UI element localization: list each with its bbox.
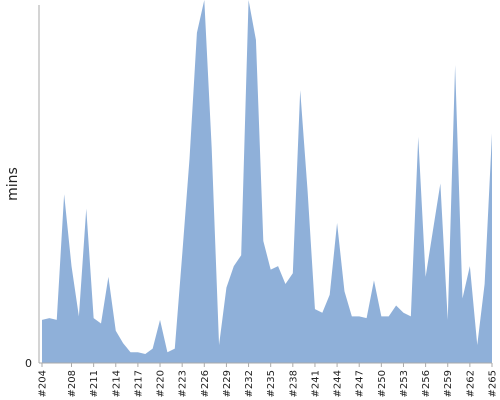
area-series: [42, 0, 492, 363]
x-tick-label: #226: [200, 370, 211, 397]
x-tick-label: #214: [111, 370, 122, 397]
x-tick-label: #265: [488, 370, 499, 397]
y-axis-title: mins: [5, 167, 21, 201]
x-tick-label: #256: [421, 370, 432, 397]
x-tick-label: #223: [178, 370, 189, 397]
x-tick-label: #204: [38, 370, 49, 397]
x-tick-label: #241: [310, 370, 321, 397]
x-tick-label: #229: [222, 370, 233, 397]
x-tick-label: #217: [133, 370, 144, 397]
x-tick-label: #211: [89, 370, 100, 397]
x-tick-label: #253: [399, 370, 410, 397]
x-tick-label: #247: [355, 370, 366, 397]
x-tick-label: #259: [443, 370, 454, 397]
y-tick-label-0: 0: [25, 357, 32, 370]
x-tick-label: #262: [465, 370, 476, 397]
x-tick-label: #238: [288, 370, 299, 397]
x-tick-label: #220: [156, 370, 167, 397]
x-tick-label: #250: [377, 370, 388, 397]
x-tick-label: #232: [244, 370, 255, 397]
x-axis-ticks: #204 #208 #211 #214 #217 #220 #223 #226 #229 #232…: [38, 363, 499, 397]
area-fill: [42, 0, 492, 363]
x-tick-label: #235: [266, 370, 277, 397]
x-tick-label: #244: [333, 370, 344, 397]
x-tick-label: #208: [67, 370, 78, 397]
